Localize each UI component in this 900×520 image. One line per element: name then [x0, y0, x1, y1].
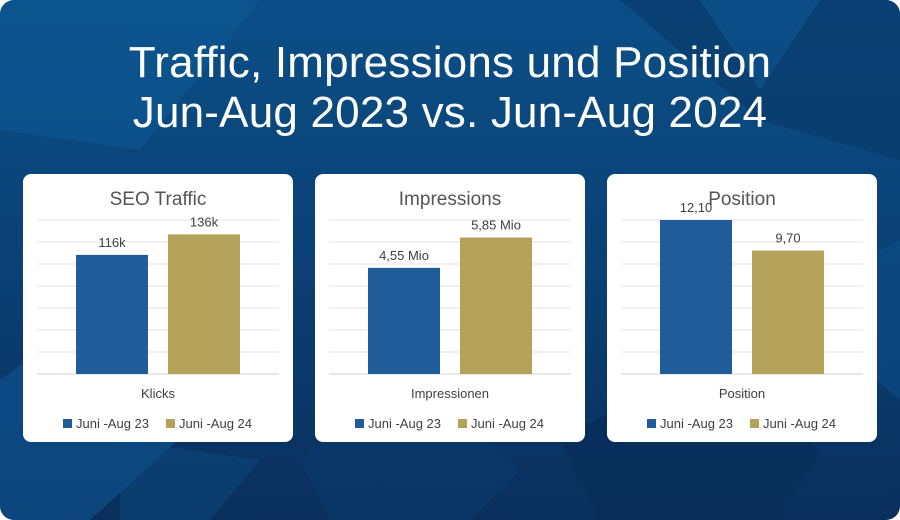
- legend-label: Juni -Aug 24: [179, 416, 252, 431]
- data-label: 12,10: [680, 200, 713, 215]
- data-label: 116k: [98, 235, 126, 250]
- headline-line-1: Traffic, Impressions und Position: [128, 38, 772, 87]
- x-category-label: Klicks: [141, 386, 175, 401]
- impressions-chart: Impressions 4,55 Mio 5,85 Mio Impressionen J…: [329, 189, 571, 431]
- bar-2023: [368, 267, 440, 374]
- data-label: 9,70: [775, 231, 800, 246]
- legend-label: Juni -Aug 24: [471, 416, 544, 431]
- legend-swatch: [750, 419, 759, 428]
- bar-2023: [660, 220, 732, 374]
- seo-traffic-card: SEO Traffic 116k 136k Klicks Juni -Aug 23 Jun…: [23, 174, 293, 442]
- legend-swatch: [647, 419, 656, 428]
- data-label: 5,85 Mio: [471, 218, 521, 233]
- chart-title: SEO Traffic: [110, 189, 207, 210]
- position-card: Position 12,10 9,70 Position Juni -Aug 23 Jun…: [607, 174, 877, 442]
- legend-swatch: [166, 419, 175, 428]
- legend-swatch: [458, 419, 467, 428]
- legend-label: Juni -Aug 23: [368, 416, 441, 431]
- headline: Traffic, Impressions und Position Jun-Au…: [0, 38, 900, 138]
- bar-2023: [76, 254, 148, 374]
- chart-title: Impressions: [399, 189, 501, 210]
- legend-swatch: [63, 419, 72, 428]
- legend-swatch: [355, 419, 364, 428]
- legend-label: Juni -Aug 23: [660, 416, 733, 431]
- bar-2024: [460, 237, 532, 374]
- bar-2024: [752, 250, 824, 374]
- data-label: 4,55 Mio: [379, 248, 429, 263]
- bar-2024: [168, 234, 240, 374]
- legend-label: Juni -Aug 23: [76, 416, 149, 431]
- chart-title: Position: [708, 189, 776, 210]
- headline-line-2: Jun-Aug 2023 vs. Jun-Aug 2024: [132, 88, 768, 137]
- legend-label: Juni -Aug 24: [763, 416, 836, 431]
- x-category-label: Position: [719, 386, 765, 401]
- seo-traffic-chart: SEO Traffic 116k 136k Klicks Juni -Aug 23 Jun…: [37, 189, 279, 431]
- data-label: 136k: [190, 214, 219, 229]
- impressions-card: Impressions 4,55 Mio 5,85 Mio Impressionen J…: [315, 174, 585, 442]
- x-category-label: Impressionen: [411, 386, 489, 401]
